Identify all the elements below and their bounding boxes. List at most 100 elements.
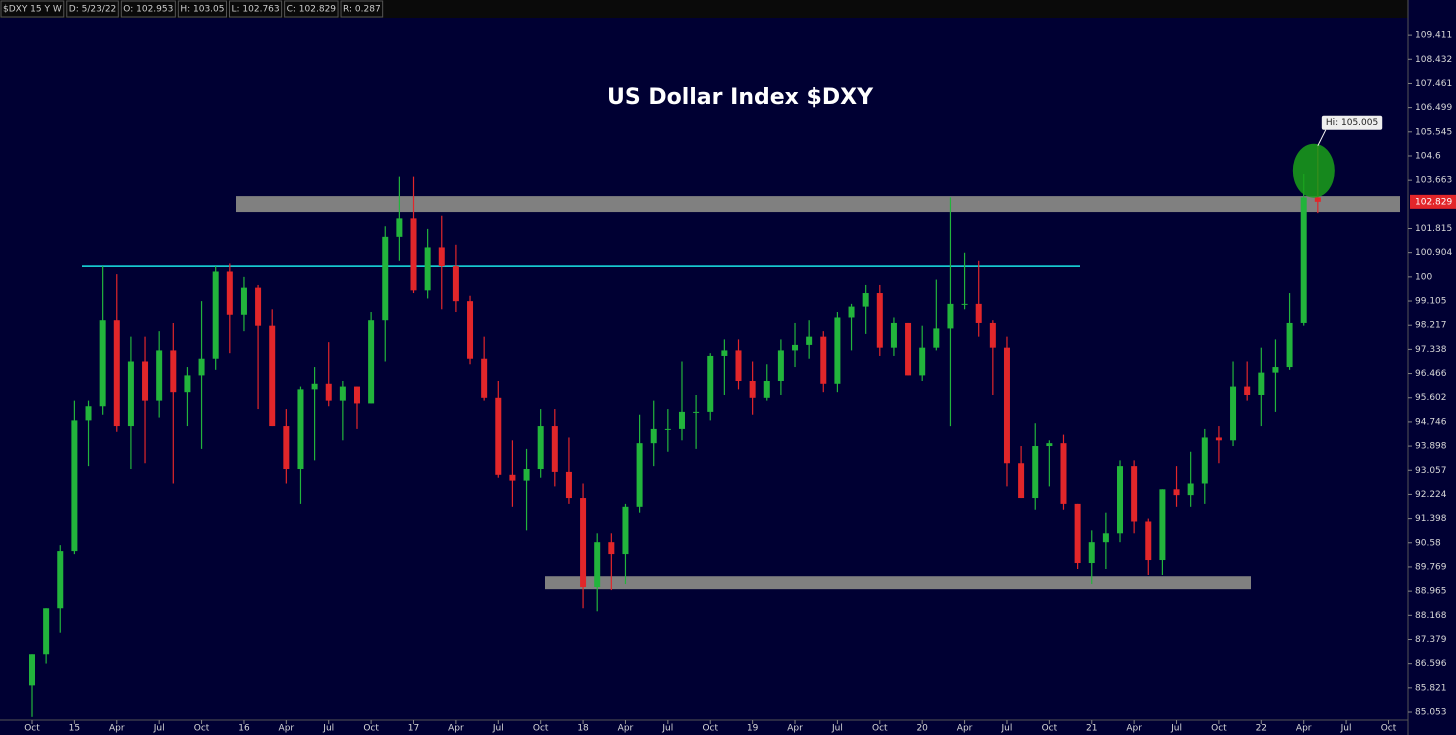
last-price-box xyxy=(1410,194,1456,209)
high-label-pointer xyxy=(1317,129,1327,146)
header-separator xyxy=(229,0,283,18)
candle-body xyxy=(311,383,318,390)
candle-body xyxy=(1187,483,1194,496)
candle-body xyxy=(834,317,841,384)
header-info: O: 102.953 xyxy=(123,5,173,15)
x-tick-label: Jul xyxy=(1340,724,1352,734)
header-separator xyxy=(66,0,119,18)
candle-body xyxy=(777,350,784,381)
header-info: D: 5/23/22 xyxy=(69,5,117,15)
candle-body xyxy=(975,303,982,323)
x-tick-label: Jul xyxy=(1170,724,1182,734)
candle-body xyxy=(495,397,502,475)
x-tick-label: 17 xyxy=(408,724,419,734)
x-tick-label: Jul xyxy=(322,724,334,734)
candle-body xyxy=(142,361,149,401)
candle-body xyxy=(339,386,346,401)
candle-body xyxy=(1215,437,1222,441)
candle-body xyxy=(1300,197,1307,323)
candle-body xyxy=(481,358,488,398)
candle-body xyxy=(57,551,64,609)
header-separator xyxy=(120,0,176,18)
y-tick-label: 92.224 xyxy=(1415,490,1447,500)
header-info: L: 102.763 xyxy=(232,5,280,15)
candle-body xyxy=(989,322,996,348)
header-info: $DXY 15 Y W xyxy=(3,5,62,15)
candle-body xyxy=(622,506,629,555)
header-separator xyxy=(0,0,65,18)
candle-body xyxy=(1201,437,1208,484)
y-tick-label: 94.746 xyxy=(1415,417,1447,427)
candle-body xyxy=(551,426,558,472)
candle-body xyxy=(43,608,50,655)
x-tick-label: Jul xyxy=(492,724,504,734)
y-tick-label: 91.398 xyxy=(1415,514,1447,524)
candle-body xyxy=(1032,446,1039,499)
x-tick-label: Oct xyxy=(1381,724,1397,734)
price-zone xyxy=(236,196,1400,213)
x-tick-label: 15 xyxy=(69,724,80,734)
x-tick-label: Oct xyxy=(1211,724,1227,734)
y-tick-label: 101.815 xyxy=(1415,224,1452,234)
header-info: R: 0.287 xyxy=(343,5,381,15)
candle-body xyxy=(678,411,685,429)
x-tick-label: 20 xyxy=(916,724,928,734)
x-tick-label: Jul xyxy=(831,724,843,734)
candle-body xyxy=(240,287,247,315)
x-tick-label: 18 xyxy=(577,724,589,734)
candle-body xyxy=(1117,466,1124,534)
x-tick-label: Oct xyxy=(533,724,549,734)
y-tick-label: 97.338 xyxy=(1415,345,1447,355)
candle-body xyxy=(170,350,177,393)
candle-body xyxy=(1258,372,1265,395)
candle-body xyxy=(85,406,92,421)
y-tick-label: 88.168 xyxy=(1415,611,1447,621)
x-tick-label: Jul xyxy=(661,724,673,734)
candle-body xyxy=(735,350,742,381)
candle-body xyxy=(650,428,657,444)
y-tick-label: 93.057 xyxy=(1415,466,1447,476)
candle-body xyxy=(283,426,290,470)
candle-body xyxy=(1088,542,1095,564)
candle-body xyxy=(396,218,403,237)
candle-body xyxy=(184,375,191,393)
x-tick-label: Apr xyxy=(448,724,464,734)
candle-body xyxy=(1286,322,1293,368)
y-tick-label: 85.821 xyxy=(1415,683,1447,693)
candle-body xyxy=(113,320,120,427)
candle-body xyxy=(636,443,643,507)
x-tick-label: Oct xyxy=(363,724,379,734)
x-tick-label: Apr xyxy=(787,724,803,734)
candle-body xyxy=(325,383,332,401)
candle-body xyxy=(156,350,163,401)
header-bar xyxy=(0,0,1408,18)
candle-body xyxy=(848,306,855,318)
candle-body xyxy=(1230,386,1237,441)
x-tick-label: Apr xyxy=(1126,724,1142,734)
candle-body xyxy=(947,303,954,329)
candle-body xyxy=(212,271,219,359)
candle-body xyxy=(198,358,205,376)
candle-body xyxy=(820,336,827,384)
high-label: Hi: 105.005 xyxy=(1326,118,1378,128)
candle-body xyxy=(1102,533,1109,543)
candle-body xyxy=(961,303,968,305)
candle-body xyxy=(862,293,869,307)
chart-title: US Dollar Index $DXY xyxy=(607,85,874,110)
candle-body xyxy=(1046,443,1053,447)
y-tick-label: 93.898 xyxy=(1415,442,1447,452)
y-tick-label: 95.602 xyxy=(1415,393,1447,403)
y-tick-label: 87.379 xyxy=(1415,635,1447,645)
x-tick-label: Apr xyxy=(109,724,125,734)
candle-body xyxy=(565,471,572,499)
x-tick-label: Apr xyxy=(618,724,634,734)
candle-body xyxy=(792,344,799,351)
x-tick-label: 16 xyxy=(238,724,250,734)
candle-body xyxy=(1003,347,1010,464)
candle-body xyxy=(1145,521,1152,561)
header-info: C: 102.829 xyxy=(287,5,337,15)
x-tick-label: Apr xyxy=(957,724,973,734)
candle-body xyxy=(905,322,912,376)
